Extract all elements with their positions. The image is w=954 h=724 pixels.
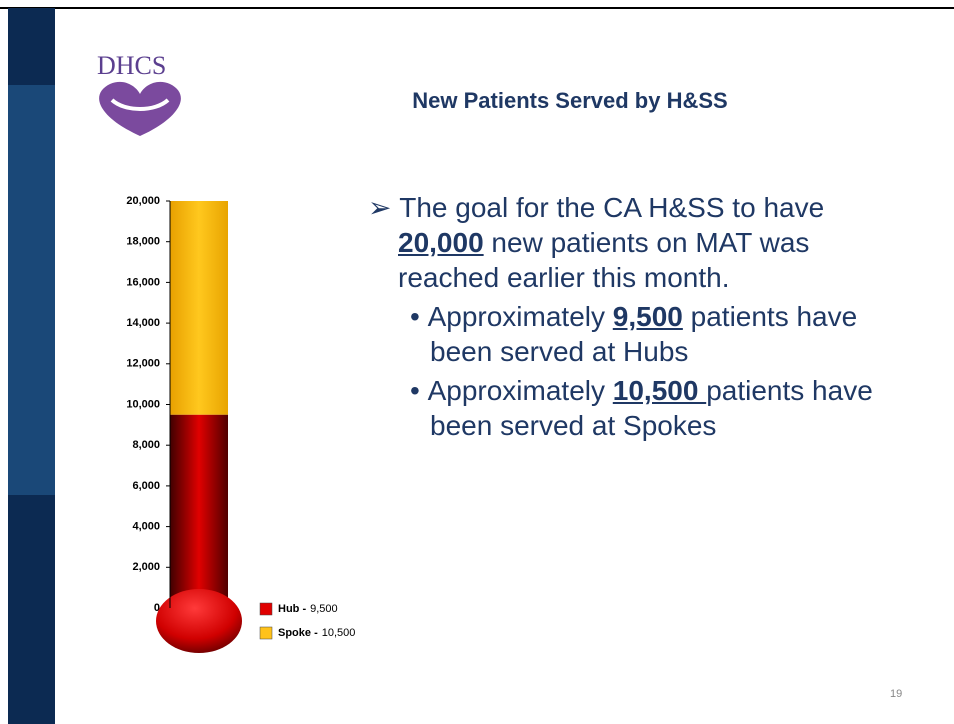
bullet-text: 9,500 [613, 301, 683, 332]
legend-name: Hub - [278, 603, 306, 615]
y-tick-label: 8,000 [132, 439, 160, 451]
y-tick-label: 12,000 [126, 358, 160, 370]
slide-title: New Patients Served by H&SS [300, 88, 840, 114]
bullet-text: The goal for the CA H&SS to have [399, 192, 824, 223]
y-tick-label: 16,000 [126, 276, 160, 288]
side-band-mid [8, 85, 55, 495]
bar-segment [170, 201, 228, 415]
bullet-text: 10,500 [613, 375, 706, 406]
legend-value: 10,500 [322, 627, 356, 639]
y-tick-label: 10,000 [126, 398, 160, 410]
legend-entry: Hub - 9,500 [278, 603, 338, 615]
bullet: • Approximately 10,500 patients have bee… [368, 373, 888, 443]
y-tick-label: 18,000 [126, 236, 160, 248]
legend-swatch [260, 627, 272, 639]
y-tick-label: 20,000 [126, 195, 160, 207]
legend-name: Spoke - [278, 627, 318, 639]
bullet-text: Approximately [428, 375, 613, 406]
bullet-text: 20,000 [398, 227, 484, 258]
legend-entry: Spoke - 10,500 [278, 627, 355, 639]
bar-segment [170, 415, 228, 608]
y-tick-label: 4,000 [132, 521, 160, 533]
legend-swatch [260, 603, 272, 615]
legend-value: 9,500 [310, 603, 338, 615]
bullet: ➢ The goal for the CA H&SS to have 20,00… [368, 190, 888, 295]
y-tick-label: 2,000 [132, 561, 160, 573]
bullet-list: ➢ The goal for the CA H&SS to have 20,00… [368, 190, 888, 443]
bullet: • Approximately 9,500 patients have been… [368, 299, 888, 369]
slide: DHCS 02,0004,0006,0008,00010,00012,00014… [0, 0, 954, 724]
thermometer-bulb [156, 589, 242, 653]
logo: DHCS [97, 51, 166, 80]
y-tick-label: 6,000 [132, 480, 160, 492]
y-tick-label: 14,000 [126, 317, 160, 329]
bullet-text: Approximately [428, 301, 613, 332]
page-number: 19 [890, 688, 902, 700]
